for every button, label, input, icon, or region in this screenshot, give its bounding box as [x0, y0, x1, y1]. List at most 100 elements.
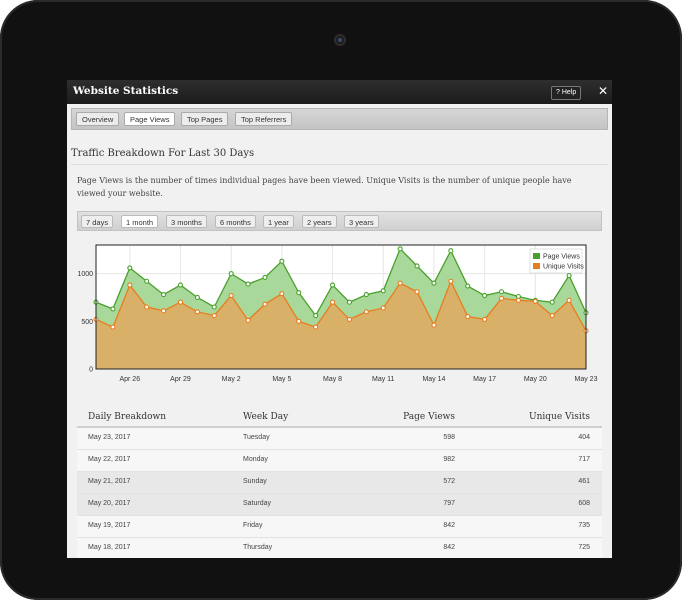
x-tick-label: May 8 — [323, 376, 342, 383]
heading-divider — [71, 164, 608, 165]
cell-weekday: Sunday — [243, 478, 267, 485]
cell-page-views: 982 — [443, 456, 455, 463]
data-point-page-views — [296, 290, 302, 296]
app-window: Website Statistics ? Help ✕ Overview Pag… — [67, 80, 612, 558]
data-point-page-views — [482, 293, 488, 299]
table-row: May 20, 2017 Saturday 797 608 — [77, 494, 602, 516]
title-bar: Website Statistics ? Help ✕ — [67, 80, 612, 104]
range-6-months[interactable]: 6 months — [215, 215, 256, 228]
x-tick-label: May 14 — [422, 376, 445, 383]
header-unique-visits[interactable]: Unique Visits — [529, 412, 590, 422]
data-point-page-views — [330, 282, 336, 288]
tab-overview[interactable]: Overview — [76, 112, 120, 126]
x-tick-label: May 11 — [372, 376, 395, 383]
description-text: Page Views is the number of times indivi… — [77, 176, 572, 198]
data-point-page-views — [549, 299, 555, 305]
data-point-page-views — [279, 258, 285, 264]
data-point-unique-visits — [161, 308, 167, 314]
table-row: May 23, 2017 Tuesday 598 404 — [77, 428, 602, 450]
series-line-unique-visits — [95, 279, 587, 332]
data-point-page-views — [177, 282, 184, 288]
tab-top-pages[interactable]: Top Pages — [181, 112, 229, 126]
data-point-unique-visits — [262, 301, 268, 307]
data-point-unique-visits — [330, 299, 336, 305]
data-point-page-views — [127, 265, 133, 271]
data-point-unique-visits — [414, 289, 420, 295]
y-tick-label: 0 — [89, 367, 93, 374]
range-selector: 7 days 1 month 3 months 6 months 1 year … — [77, 211, 602, 231]
series-area-unique-visits — [96, 281, 586, 369]
cell-date: May 20, 2017 — [88, 500, 131, 507]
range-3-months[interactable]: 3 months — [166, 215, 207, 228]
range-2-years[interactable]: 2 years — [302, 215, 337, 228]
data-point-unique-visits — [144, 304, 150, 310]
data-point-page-views — [346, 299, 352, 305]
cell-date: May 18, 2017 — [88, 544, 131, 551]
x-tick-label: Apr 26 — [119, 376, 140, 383]
data-point-page-views — [228, 271, 234, 277]
cell-unique-visits: 608 — [578, 500, 590, 507]
data-point-page-views — [262, 274, 268, 280]
tab-page-views[interactable]: Page Views — [124, 112, 176, 126]
camera-icon — [334, 34, 346, 46]
table-row: May 18, 2017 Thursday 842 725 — [77, 538, 602, 558]
x-tick-label: May 20 — [524, 376, 547, 383]
data-point-page-views — [498, 289, 505, 295]
cell-date: May 22, 2017 — [88, 456, 131, 463]
range-1-month[interactable]: 1 month — [121, 215, 159, 228]
cell-weekday: Monday — [243, 456, 268, 463]
series-line-page-views — [95, 247, 587, 317]
y-tick-label: 500 — [81, 319, 93, 326]
range-7-days[interactable]: 7 days — [81, 215, 114, 228]
cell-unique-visits: 404 — [578, 434, 590, 441]
range-1-year[interactable]: 1 year — [263, 215, 294, 228]
cell-weekday: Saturday — [243, 500, 272, 507]
help-button[interactable]: ? Help — [551, 86, 582, 100]
data-point-page-views — [110, 306, 116, 312]
data-point-unique-visits — [363, 309, 369, 315]
data-point-page-views — [363, 292, 369, 298]
header-page-views[interactable]: Page Views — [403, 412, 455, 422]
cell-page-views: 842 — [443, 544, 455, 551]
page-heading: Traffic Breakdown For Last 30 Days — [71, 148, 255, 159]
table-row: May 21, 2017 Sunday 572 461 — [77, 472, 602, 494]
table-header: Daily Breakdown Week Day Page Views Uniq… — [77, 406, 602, 428]
cell-page-views: 842 — [443, 522, 455, 529]
data-point-page-views — [313, 313, 319, 319]
x-tick-label: May 5 — [272, 376, 291, 383]
data-point-unique-visits — [532, 298, 538, 304]
data-point-unique-visits — [296, 318, 302, 324]
tab-bar: Overview Page Views Top Pages Top Referr… — [71, 108, 608, 130]
header-daily-breakdown[interactable]: Daily Breakdown — [88, 412, 167, 422]
x-tick-label: May 17 — [473, 376, 496, 383]
data-point-page-views — [431, 280, 437, 286]
plot-border — [95, 244, 587, 370]
data-point-unique-visits — [498, 295, 505, 301]
y-tick-label: 1000 — [77, 271, 93, 278]
cell-weekday: Thursday — [243, 544, 273, 551]
data-point-unique-visits — [127, 282, 133, 288]
data-point-unique-visits — [279, 291, 285, 297]
x-tick-label: Apr 29 — [170, 376, 191, 383]
data-point-unique-visits — [211, 313, 217, 319]
data-point-unique-visits — [515, 297, 521, 303]
cell-weekday: Friday — [243, 522, 263, 529]
traffic-chart: Apr 26 Apr 29 May 2 May 5 May 8 May 11 May 14 M… — [77, 244, 598, 383]
data-point-unique-visits — [397, 280, 403, 286]
data-point-unique-visits — [448, 278, 454, 284]
cell-date: May 23, 2017 — [88, 434, 131, 441]
tab-top-referrers[interactable]: Top Referrers — [235, 112, 293, 126]
data-point-unique-visits — [110, 324, 116, 330]
data-point-unique-visits — [194, 309, 200, 315]
cell-date: May 21, 2017 — [88, 478, 131, 485]
window-title: Website Statistics — [73, 85, 179, 97]
legend-label: Unique Visits — [543, 264, 584, 271]
data-point-unique-visits — [245, 317, 251, 323]
data-point-page-views — [414, 263, 420, 269]
close-icon[interactable]: ✕ — [598, 84, 609, 98]
legend-swatch — [533, 263, 540, 269]
header-week-day[interactable]: Week Day — [243, 412, 289, 422]
range-3-years[interactable]: 3 years — [344, 215, 379, 228]
data-point-unique-visits — [177, 299, 184, 305]
cell-date: May 19, 2017 — [88, 522, 131, 529]
